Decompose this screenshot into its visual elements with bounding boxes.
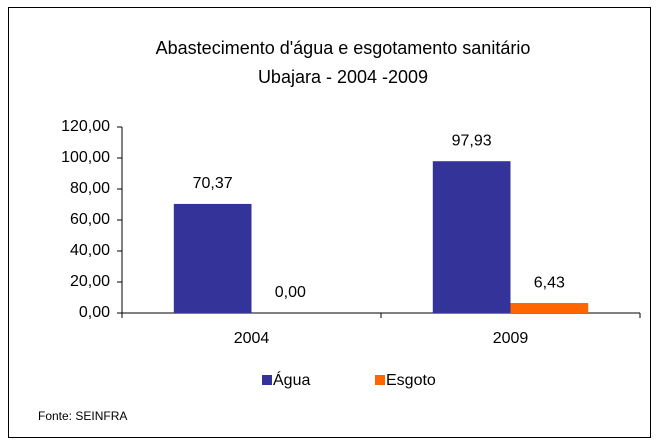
y-tick-label: 0,00 xyxy=(79,304,110,321)
data-label: 70,37 xyxy=(193,175,233,192)
x-tick-label: 2004 xyxy=(234,330,270,347)
y-tick-label: 80,00 xyxy=(70,180,110,197)
source-note: Fonte: SEINFRA xyxy=(38,409,127,423)
bar xyxy=(173,203,252,313)
y-tick-label: 20,00 xyxy=(70,273,110,290)
x-tick-label: 2009 xyxy=(493,330,529,347)
data-label: 6,43 xyxy=(534,274,565,291)
legend-swatch xyxy=(262,375,272,385)
chart-subtitle: Ubajara - 2004 -2009 xyxy=(258,67,428,87)
y-tick-label: 100,00 xyxy=(61,149,110,166)
data-label: 97,93 xyxy=(452,132,492,149)
legend-label: Água xyxy=(273,370,310,389)
y-tick-label: 60,00 xyxy=(70,211,110,228)
data-label: 0,00 xyxy=(275,284,306,301)
legend-label: Esgoto xyxy=(386,372,436,389)
chart-frame xyxy=(8,7,651,438)
bar xyxy=(432,161,511,313)
bar xyxy=(510,303,589,313)
y-tick-label: 120,00 xyxy=(61,118,110,135)
y-tick-label: 40,00 xyxy=(70,242,110,259)
chart-title: Abastecimento d'água e esgotamento sanit… xyxy=(156,38,531,58)
legend-swatch xyxy=(375,375,385,385)
